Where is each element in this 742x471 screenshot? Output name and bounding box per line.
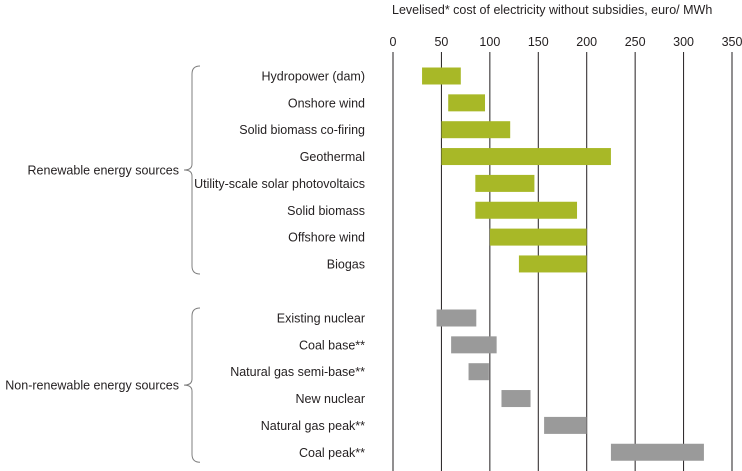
group-label: Non-renewable energy sources	[5, 379, 179, 393]
bars	[422, 67, 704, 461]
x-tick-label: 200	[576, 35, 597, 49]
bar-natural-gas-semi-base	[468, 363, 489, 381]
bar-offshore-wind	[489, 228, 587, 246]
x-tick-label: 300	[673, 35, 694, 49]
bar-existing-nuclear	[436, 309, 477, 327]
bar-hydropower-dam	[422, 67, 461, 85]
category-label: Onshore wind	[288, 96, 365, 110]
group-brackets: Renewable energy sources Non-renewable en…	[5, 65, 201, 463]
category-label: Coal base**	[299, 338, 365, 352]
x-tick-label: 0	[390, 35, 397, 49]
bar-utility-scale-solar-photovoltaics	[475, 174, 535, 192]
category-label: Natural gas semi-base**	[230, 365, 365, 379]
category-label: New nuclear	[296, 392, 365, 406]
x-tick-label: 100	[479, 35, 500, 49]
category-labels: Hydropower (dam) Onshore wind Solid biomas…	[194, 70, 365, 460]
bar-solid-biomass-co-firing	[441, 121, 511, 139]
category-label: Offshore wind	[288, 231, 365, 245]
x-tick-label: 250	[625, 35, 646, 49]
category-label: Biogas	[327, 257, 365, 271]
category-label: Solid biomass	[287, 204, 365, 218]
category-label: Solid biomass co-firing	[239, 123, 365, 137]
category-label: Utility-scale solar photovoltaics	[194, 177, 365, 191]
x-axis-title: Levelised* cost of electricity without s…	[392, 3, 712, 17]
group-bracket	[183, 65, 201, 275]
bar-geothermal	[441, 148, 611, 166]
bar-new-nuclear	[501, 390, 531, 408]
category-label: Natural gas peak**	[261, 419, 365, 433]
bar-natural-gas-peak	[544, 416, 587, 434]
bar-solid-biomass	[475, 201, 578, 219]
bar-onshore-wind	[448, 94, 486, 112]
group-label: Renewable energy sources	[28, 163, 179, 177]
x-tick-label: 150	[528, 35, 549, 49]
x-tick-label: 50	[434, 35, 448, 49]
bar-biogas	[518, 255, 587, 273]
group-bracket	[183, 307, 201, 463]
x-tick-label: 350	[722, 35, 742, 49]
bar-coal-peak	[610, 443, 704, 461]
category-label: Existing nuclear	[277, 312, 365, 326]
bar-coal-base	[451, 336, 497, 354]
category-label: Coal peak**	[299, 446, 365, 460]
category-label: Geothermal	[300, 150, 365, 164]
category-label: Hydropower (dam)	[261, 70, 365, 84]
x-axis-ticks: 0 50 100 150 200 250 300 350	[390, 35, 742, 49]
